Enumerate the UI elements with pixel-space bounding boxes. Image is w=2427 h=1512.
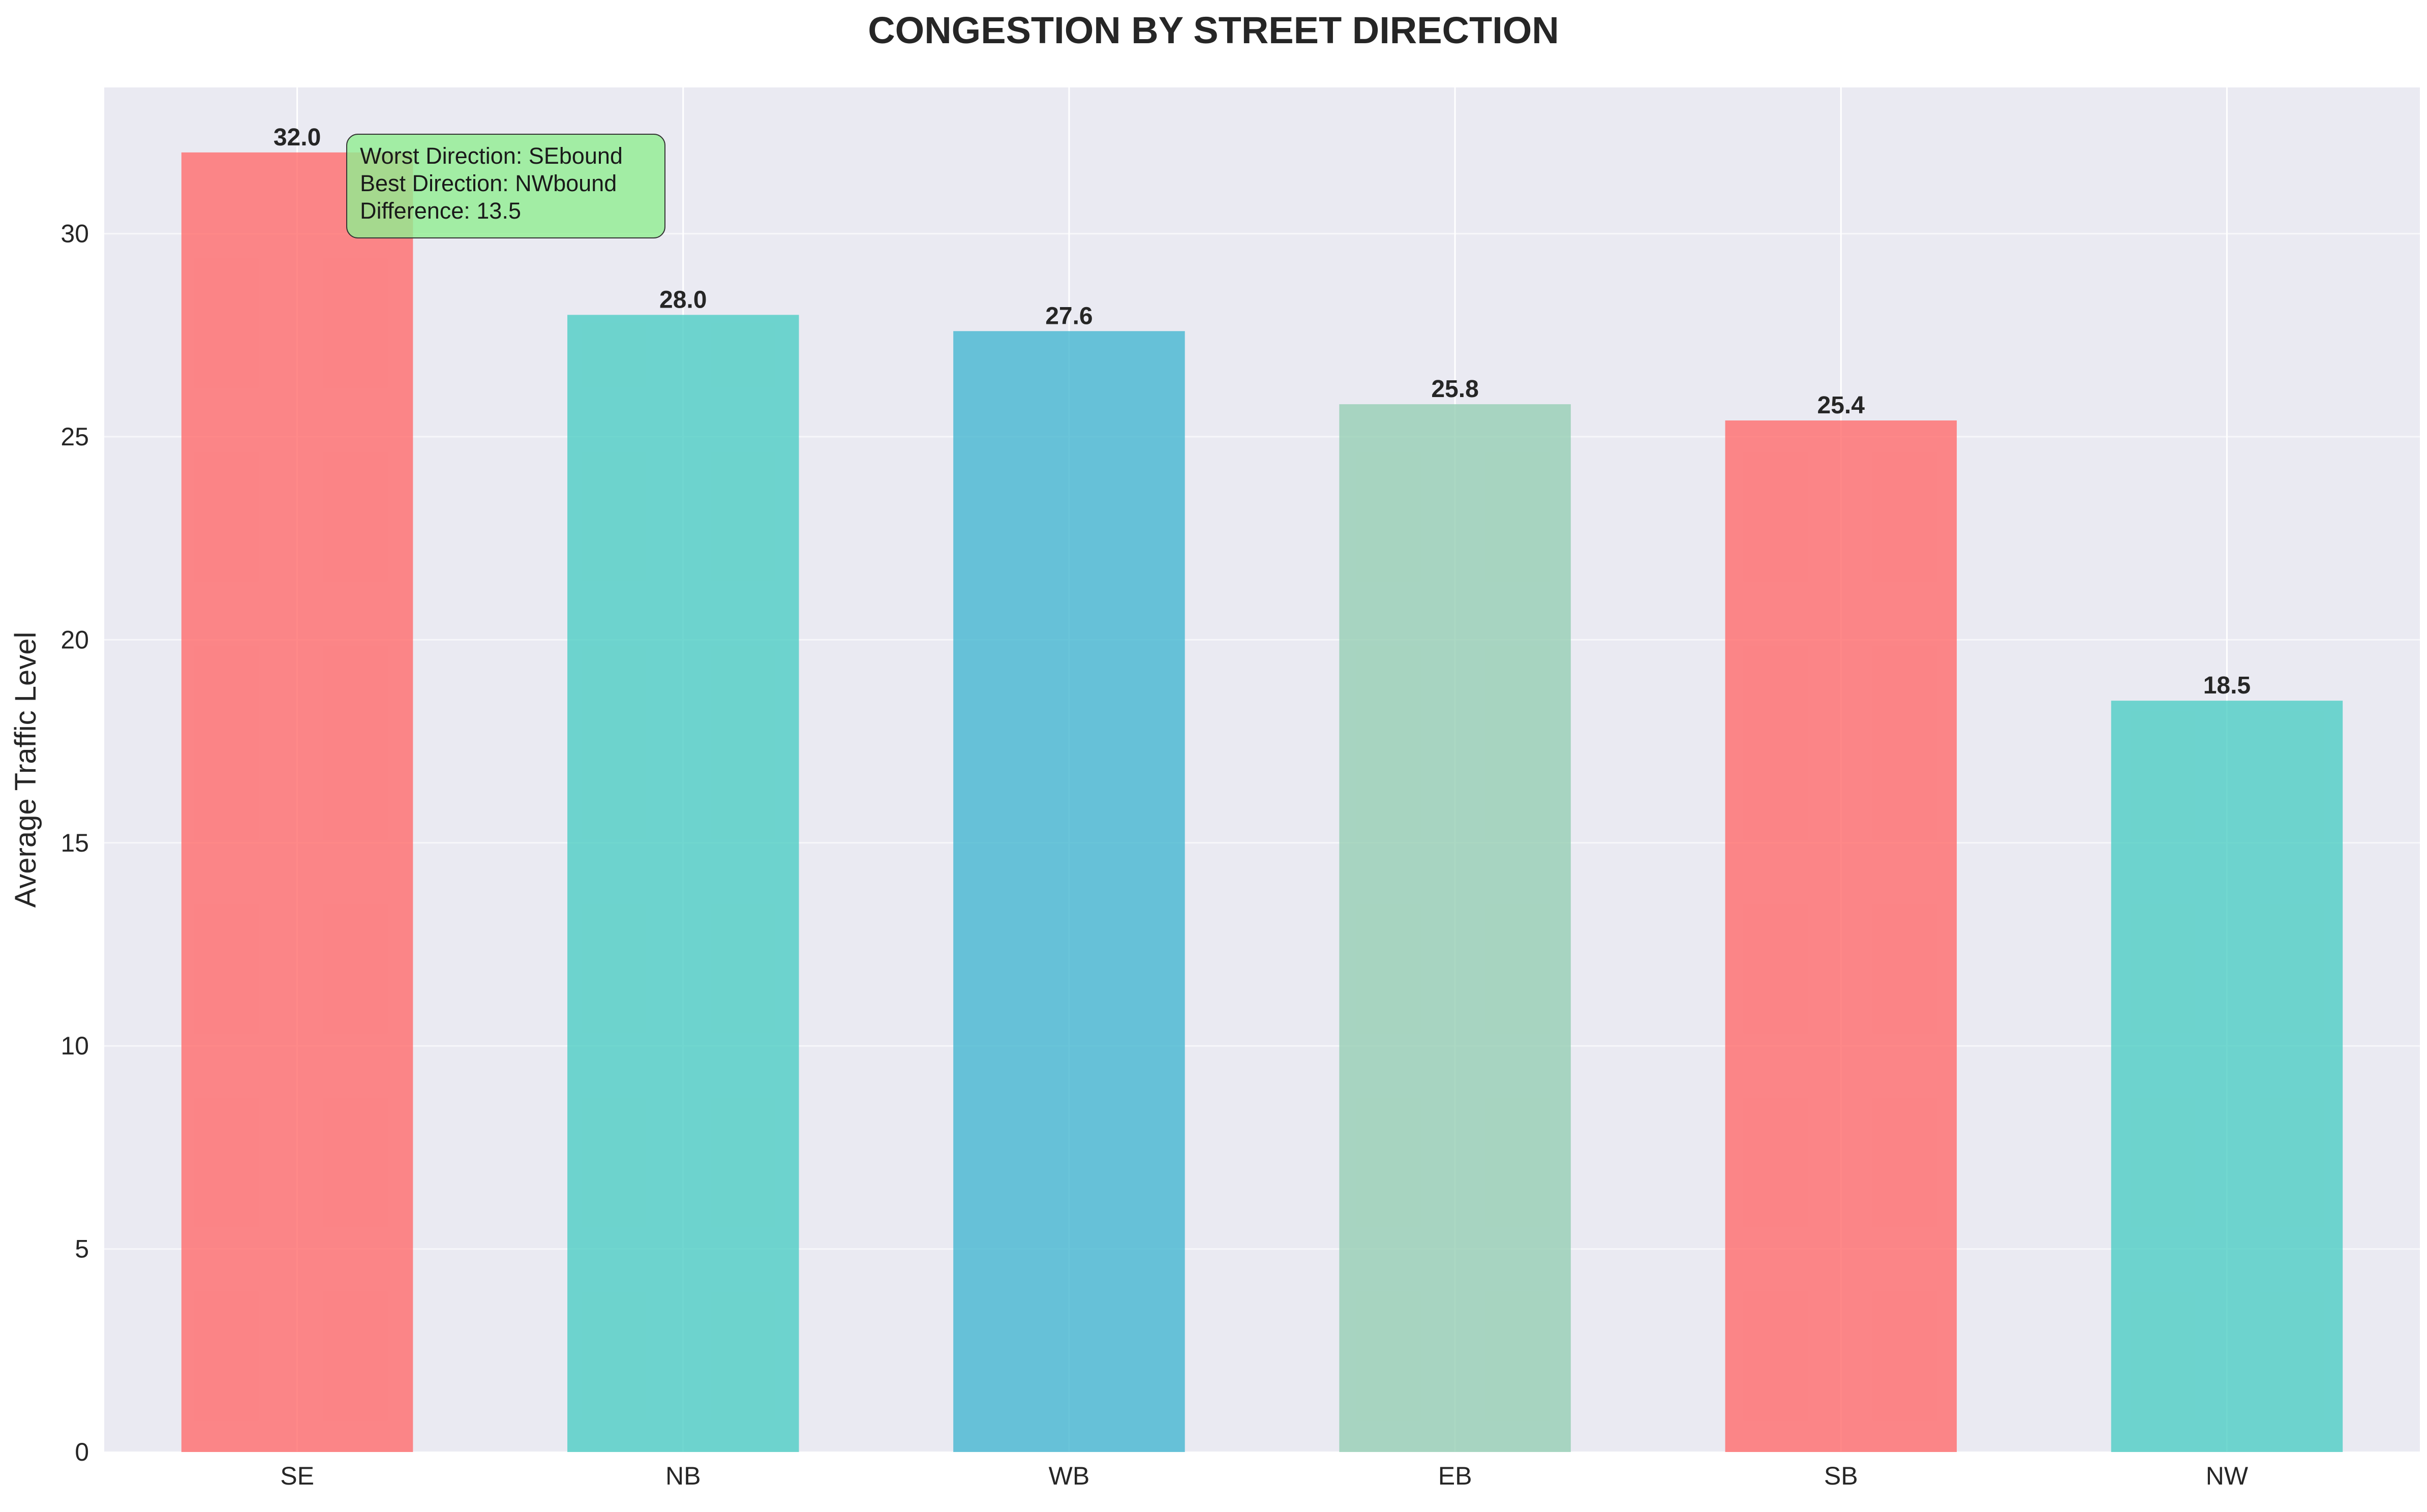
x-tick-label: NB [665,1462,701,1490]
bar-nw [2111,701,2343,1452]
bars [181,152,2343,1453]
y-tick-label: 15 [60,829,89,857]
y-axis-label: Average Traffic Level [9,632,42,908]
y-tick-label: 5 [75,1235,89,1263]
bar-value-labels: 32.0 28.0 27.6 25.8 25.4 18.5 [274,124,2251,699]
y-tick-label: 25 [60,422,89,451]
bar-value-label: 25.4 [1817,392,1865,419]
bar-value-label: 27.6 [1045,303,1093,329]
bar-value-label: 25.8 [1431,376,1478,403]
y-tick-label: 20 [60,625,89,654]
x-axis-ticks: SE NB WB EB SB NW [280,1462,2249,1490]
x-tick-label: WB [1049,1462,1090,1490]
y-tick-label: 0 [75,1438,89,1466]
x-tick-label: NW [2206,1462,2249,1490]
bar-sb [1725,420,1957,1452]
bar-eb [1339,404,1571,1453]
bar-nb [567,315,799,1453]
y-tick-label: 30 [60,220,89,248]
x-tick-label: EB [1438,1462,1472,1490]
annotation-line: Worst Direction: SEbound [360,143,623,169]
plot-area [104,87,2420,1452]
x-tick-label: SB [1824,1462,1858,1490]
bar-value-label: 32.0 [274,124,321,151]
x-tick-label: SE [280,1462,314,1490]
bar-wb [953,331,1185,1453]
bar-value-label: 28.0 [659,286,707,313]
annotation-line: Best Direction: NWbound [360,170,617,196]
bar-value-label: 18.5 [2203,672,2251,699]
annotation-background [346,134,665,238]
annotation-line: Difference: 13.5 [360,198,521,224]
chart-title: CONGESTION BY STREET DIRECTION [868,9,1559,51]
y-axis-ticks: 0 5 10 15 20 25 30 [60,220,89,1466]
y-tick-label: 10 [60,1032,89,1060]
bar-se [181,152,413,1452]
